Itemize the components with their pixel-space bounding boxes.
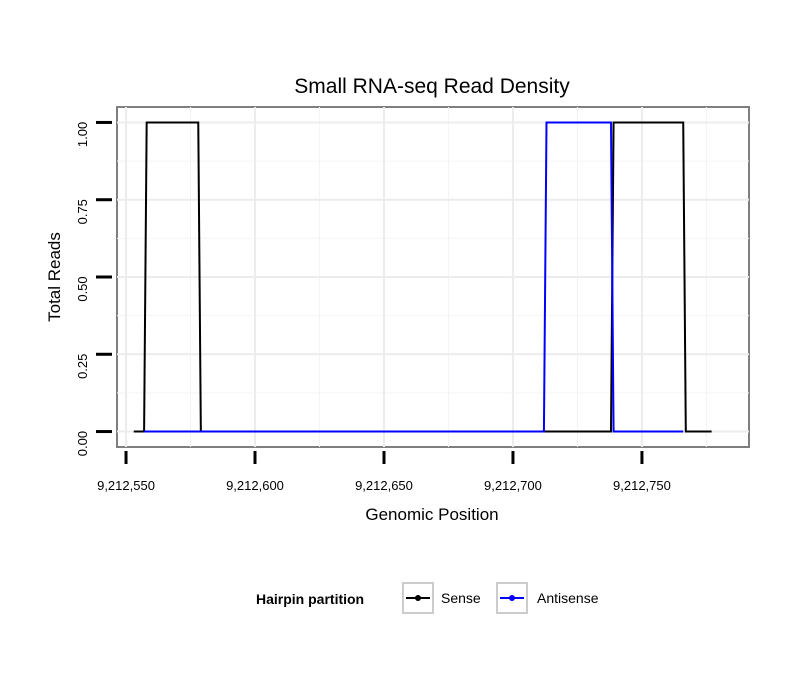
axis-layer: 9,212,550 9,212,600 9,212,650 9,212,700 9,21… xyxy=(75,120,671,493)
chart-title: Small RNA-seq Read Density xyxy=(294,75,570,98)
legend-title: Hairpin partition xyxy=(256,591,364,607)
x-tick-label-4: 9,212,750 xyxy=(613,478,671,493)
y-tick-label-2: 0.50 xyxy=(75,276,90,301)
y-tick-label-3: 0.75 xyxy=(75,199,90,224)
x-tick-label-1: 9,212,600 xyxy=(226,478,284,493)
x-tick-label-3: 9,212,700 xyxy=(484,478,542,493)
x-tick-label-2: 9,212,650 xyxy=(355,478,413,493)
y-tick-label-1: 0.25 xyxy=(75,354,90,379)
legend-label-antisense: Antisense xyxy=(537,590,599,606)
legend: Hairpin partition Sense Antisense xyxy=(256,582,599,614)
legend-key-antisense xyxy=(496,582,528,614)
y-axis-title: Total Reads xyxy=(45,232,64,322)
series-line-sense xyxy=(133,121,712,433)
series-line-antisense xyxy=(144,121,684,433)
x-axis-title: Genomic Position xyxy=(365,505,498,524)
x-tick-label-0: 9,212,550 xyxy=(97,478,155,493)
legend-label-sense: Sense xyxy=(441,590,481,606)
y-tick-label-4: 1.00 xyxy=(75,122,90,147)
y-tick-label-0: 0.00 xyxy=(75,431,90,456)
series-layer xyxy=(133,121,712,433)
legend-key-sense xyxy=(402,582,434,614)
grid-layer xyxy=(117,107,749,447)
